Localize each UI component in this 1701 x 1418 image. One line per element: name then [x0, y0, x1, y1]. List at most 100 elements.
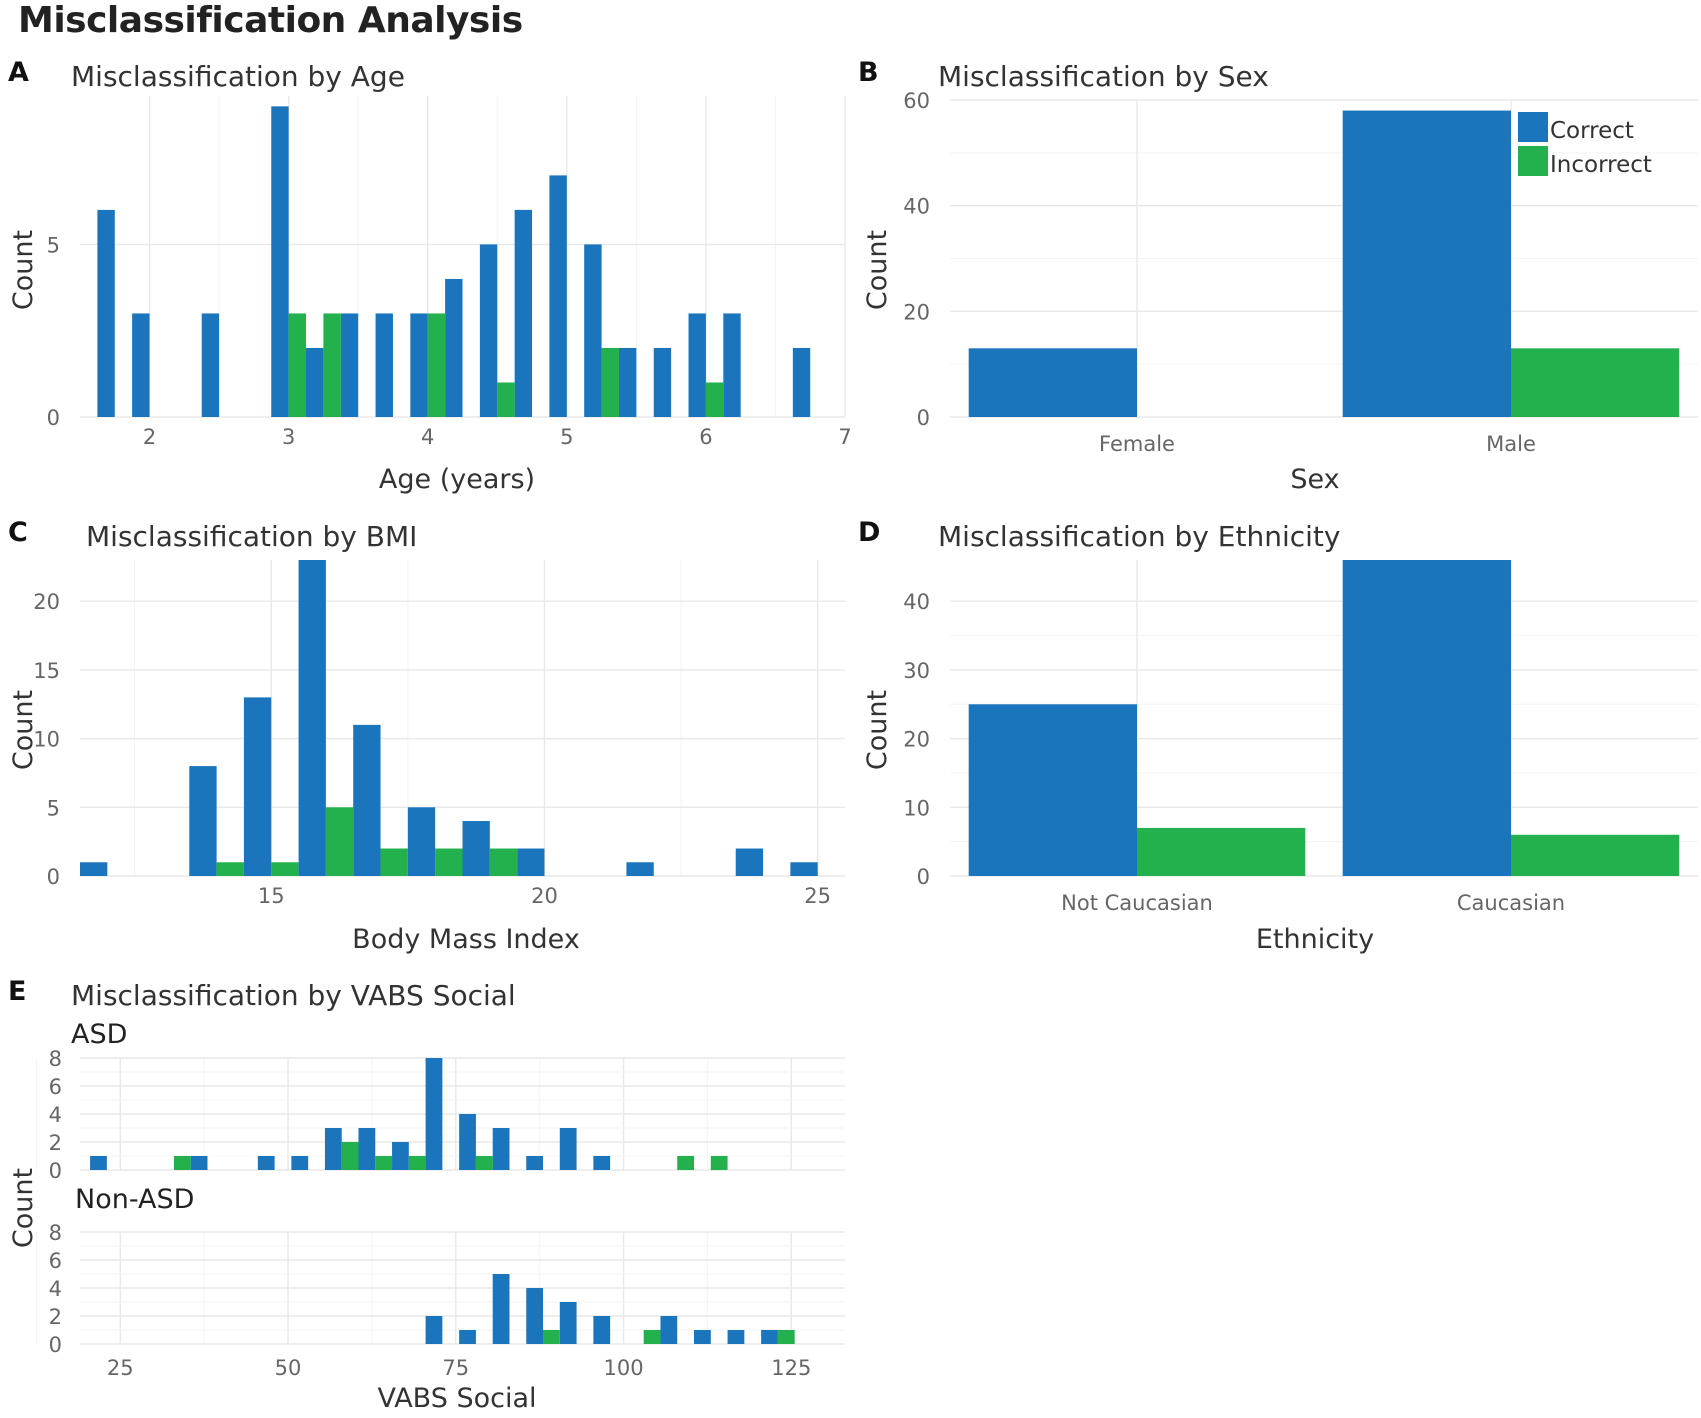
y-tick-label: 40 [903, 590, 930, 614]
bar-incorrect [601, 347, 619, 417]
panel-title: Misclassification by BMI [86, 520, 417, 553]
bar-correct [559, 1302, 577, 1344]
bar-incorrect [710, 1156, 728, 1170]
bar-correct [291, 1156, 309, 1170]
y-tick-label: 5 [47, 796, 60, 820]
bar-correct [593, 1156, 611, 1170]
bar-correct [410, 313, 428, 417]
bar-correct [526, 1156, 544, 1170]
bar-incorrect [427, 313, 446, 417]
bar-correct [189, 766, 217, 876]
y-axis-label: Count [862, 690, 893, 770]
bar-incorrect [1137, 827, 1306, 876]
y-tick-label: 4 [49, 1103, 62, 1127]
facet-label: ASD [71, 1019, 127, 1050]
bar-incorrect [325, 807, 354, 876]
bar-correct [392, 1142, 409, 1170]
x-tick-label: 4 [421, 425, 434, 449]
y-tick-label: 60 [903, 89, 930, 113]
x-tick-label: Not Caucasian [1061, 891, 1213, 915]
bar-incorrect [497, 382, 515, 417]
bar-correct [968, 348, 1137, 417]
x-axis-label: VABS Social [377, 1383, 536, 1414]
x-axis-label: Body Mass Index [352, 924, 580, 955]
y-tick-label: 0 [49, 1333, 62, 1357]
bar-correct [257, 1156, 275, 1170]
y-tick-label: 8 [49, 1221, 62, 1245]
x-tick-label: 3 [282, 425, 295, 449]
bar-correct [243, 697, 272, 876]
bar-incorrect [323, 313, 341, 417]
panel-letter: C [8, 517, 28, 548]
bar-correct [492, 1128, 510, 1170]
x-tick-label: 15 [258, 884, 285, 908]
bar-correct [306, 347, 324, 417]
y-tick-label: 20 [903, 728, 930, 752]
y-tick-label: 0 [49, 1159, 62, 1183]
bar-correct [492, 1274, 510, 1344]
x-axis-label: Ethnicity [1256, 924, 1374, 955]
y-tick-label: 10 [903, 796, 930, 820]
y-tick-label: 0 [47, 865, 60, 889]
bar-correct [723, 313, 741, 417]
x-tick-label: Male [1486, 432, 1536, 456]
y-tick-label: 0 [917, 865, 930, 889]
bar-correct [425, 1058, 443, 1170]
y-tick-label: 30 [903, 659, 930, 683]
legend-swatch-incorrect [1518, 146, 1548, 176]
panel-letter: B [858, 57, 879, 88]
x-tick-label: 7 [838, 425, 851, 449]
panel-letter: D [858, 517, 880, 548]
bar-correct [559, 1128, 577, 1170]
x-tick-label: 75 [442, 1356, 469, 1380]
bar-correct [324, 1128, 342, 1170]
bar-correct [132, 313, 150, 417]
bar-correct [462, 821, 490, 876]
x-tick-label: 5 [560, 425, 573, 449]
bar-correct [792, 347, 811, 417]
bar-correct [479, 244, 498, 417]
bar-correct [80, 862, 108, 876]
y-axis-label: Count [8, 230, 39, 310]
legend-swatch-correct [1518, 112, 1548, 142]
y-axis-label: Count [862, 230, 893, 310]
bar-correct [735, 848, 764, 876]
bar-incorrect [375, 1156, 393, 1170]
y-axis-label: Count [8, 1168, 39, 1248]
bar-correct [593, 1316, 611, 1344]
bar-incorrect [288, 313, 307, 417]
bar-incorrect [475, 1156, 493, 1170]
bar-incorrect [173, 1156, 191, 1170]
y-tick-label: 20 [33, 590, 60, 614]
bar-correct [618, 347, 637, 417]
bar-correct [298, 560, 326, 876]
bar-incorrect [216, 862, 244, 876]
bar-correct [358, 1128, 376, 1170]
x-tick-label: 100 [604, 1356, 644, 1380]
bar-incorrect [643, 1330, 661, 1344]
y-tick-label: 15 [33, 659, 60, 683]
bar-correct [425, 1316, 443, 1344]
bar-correct [660, 1316, 678, 1344]
bar-incorrect [380, 848, 408, 876]
y-tick-label: 20 [903, 300, 930, 324]
x-axis-label: Age (years) [379, 464, 535, 495]
bar-correct [584, 244, 602, 417]
bar-correct [653, 347, 672, 417]
bar-incorrect [271, 862, 299, 876]
y-axis-label: Count [8, 690, 39, 770]
bar-correct [407, 807, 436, 876]
panel-title: Misclassification by Age [71, 60, 405, 93]
legend-label-correct: Correct [1550, 118, 1634, 144]
y-tick-label: 5 [47, 233, 60, 257]
y-tick-label: 0 [917, 406, 930, 430]
y-tick-label: 4 [49, 1277, 62, 1301]
y-tick-label: 6 [49, 1075, 62, 1099]
y-tick-label: 2 [49, 1305, 62, 1329]
bar-incorrect [435, 848, 463, 876]
figure-title: Misclassification Analysis [18, 0, 523, 41]
x-tick-label: 50 [275, 1356, 302, 1380]
y-tick-label: 8 [49, 1047, 62, 1071]
panel-title: Misclassification by Ethnicity [938, 520, 1340, 553]
legend-label-incorrect: Incorrect [1550, 152, 1652, 178]
